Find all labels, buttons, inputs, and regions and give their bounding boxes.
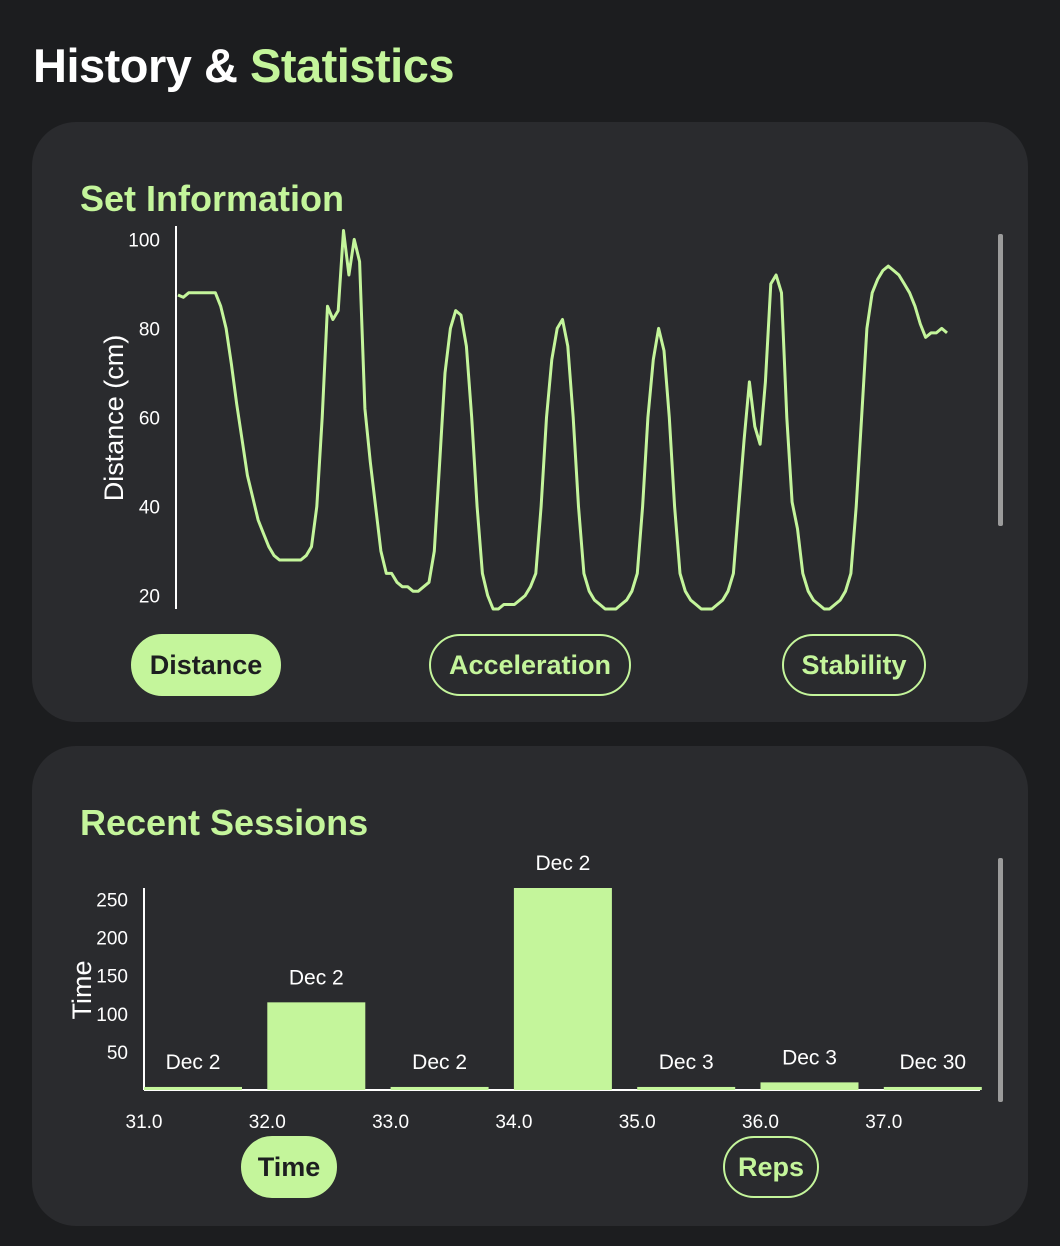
session-bar xyxy=(390,1086,489,1090)
set-information-card: Set Information 20 40 60 80 100 Distance (cm)… xyxy=(32,122,1028,722)
recent-sessions-heading: Recent Sessions xyxy=(80,802,369,843)
x-tick-label: 34.0 xyxy=(495,1112,532,1133)
distance-series-line xyxy=(177,229,948,611)
bar-data-label: Dec 2 xyxy=(166,1051,221,1074)
session-bar xyxy=(883,1086,982,1090)
session-bar xyxy=(760,1082,859,1090)
x-tick-label: 32.0 xyxy=(249,1112,286,1133)
x-tick-label: 33.0 xyxy=(372,1112,409,1133)
x-tick-label: 31.0 xyxy=(126,1112,163,1133)
distance-button[interactable]: Distance xyxy=(131,634,281,696)
reps-button[interactable]: Reps xyxy=(723,1136,819,1198)
y-tick-label: 20 xyxy=(139,587,160,608)
y-tick-label: 100 xyxy=(96,1005,128,1026)
session-bar xyxy=(144,1086,242,1090)
y-axis-label: Time xyxy=(67,961,97,1020)
bar-data-label: Dec 2 xyxy=(412,1051,467,1074)
y-tick-label: 200 xyxy=(96,929,128,950)
sessions-chart-scrollbar[interactable] xyxy=(998,858,1003,1102)
recent-sessions-card: Recent Sessions 50 100 150 200 250 31.0 32.0 33… xyxy=(32,746,1028,1226)
bar-data-label: Dec 2 xyxy=(289,966,344,989)
y-tick-label: 40 xyxy=(139,498,160,519)
y-tick-label: 60 xyxy=(139,409,160,430)
session-bar xyxy=(637,1086,736,1090)
session-bar xyxy=(267,1002,366,1090)
y-tick-label: 80 xyxy=(139,319,160,340)
x-tick-label: 35.0 xyxy=(619,1112,656,1133)
y-tick-label: 250 xyxy=(96,890,128,911)
page-title: History & Statistics xyxy=(33,38,454,93)
x-tick-label: 36.0 xyxy=(742,1112,779,1133)
bar-data-label: Dec 3 xyxy=(659,1051,714,1074)
set-information-heading: Set Information xyxy=(80,178,345,219)
bar-data-label: Dec 30 xyxy=(900,1051,967,1074)
set-chart-scrollbar[interactable] xyxy=(998,234,1003,526)
session-bar xyxy=(513,888,612,1090)
stability-button[interactable]: Stability xyxy=(782,634,926,696)
title-accent: Statistics xyxy=(250,39,454,92)
y-tick-label: 150 xyxy=(96,967,128,988)
time-button[interactable]: Time xyxy=(241,1136,337,1198)
x-tick-label: 37.0 xyxy=(865,1112,902,1133)
y-tick-label: 100 xyxy=(128,230,160,251)
acceleration-button[interactable]: Acceleration xyxy=(429,634,631,696)
bar-data-label: Dec 2 xyxy=(535,852,590,875)
bar-data-label: Dec 3 xyxy=(782,1046,837,1069)
y-axis-label: Distance (cm) xyxy=(99,335,129,502)
sessions-bar-chart: 50 100 150 200 250 31.0 32.0 33.0 34.0 35.0 36.0 37… xyxy=(67,852,982,1133)
distance-line-chart: 20 40 60 80 100 Distance (cm) xyxy=(99,226,948,611)
y-tick-label: 50 xyxy=(107,1043,128,1064)
title-main: History & xyxy=(33,39,238,92)
